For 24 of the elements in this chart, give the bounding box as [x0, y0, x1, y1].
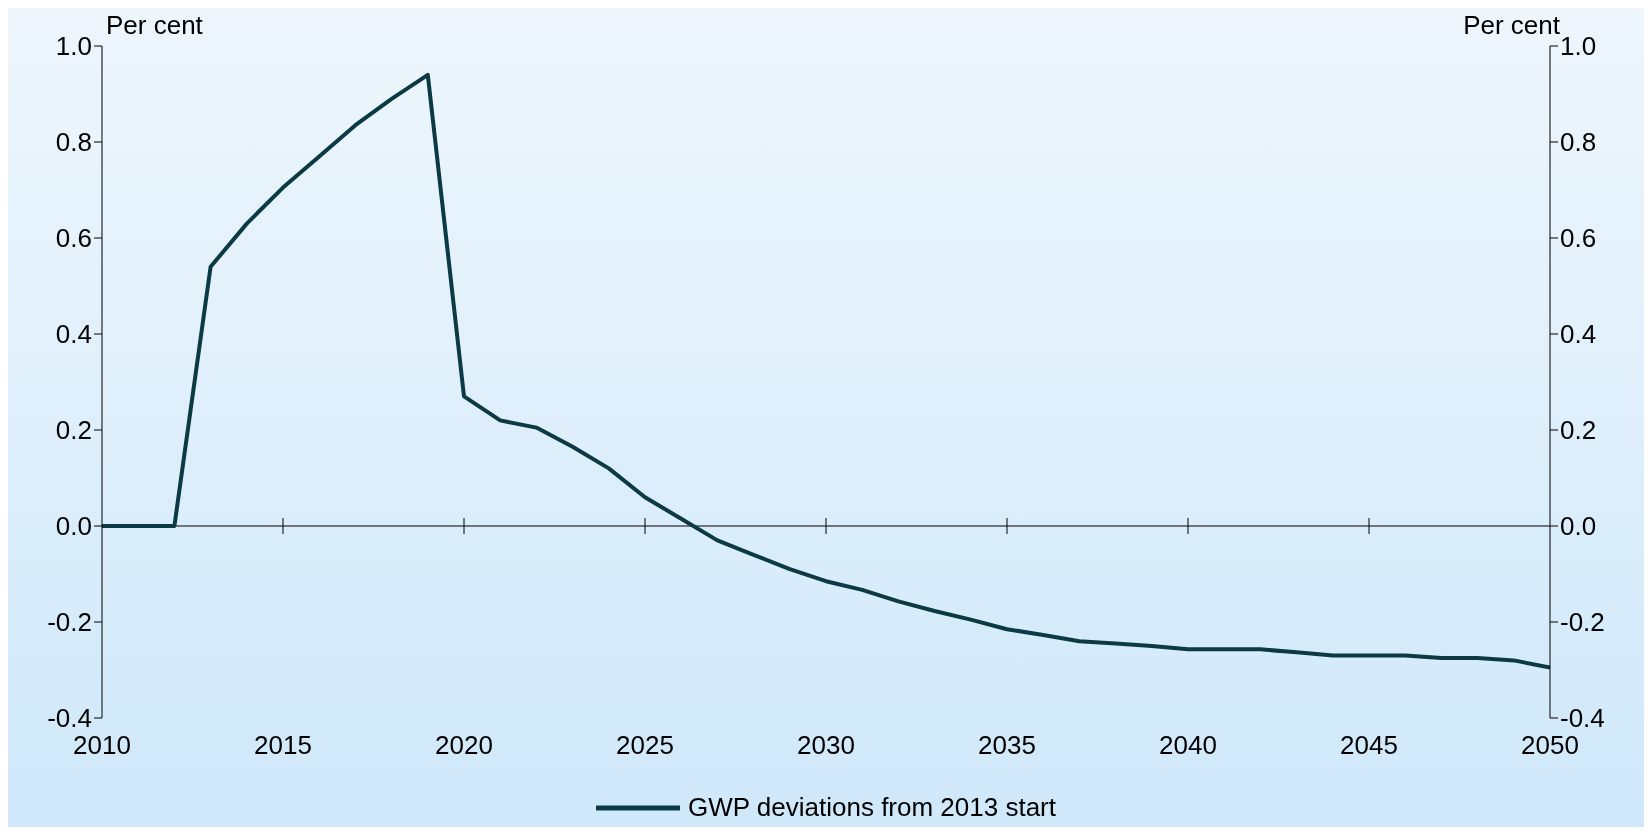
y2-axis-title: Per cent — [1463, 10, 1560, 41]
y-tick-label: 0.8 — [55, 127, 92, 158]
x-tick-label: 2045 — [1340, 730, 1398, 761]
legend-label: GWP deviations from 2013 start — [687, 792, 1056, 823]
x-tick-label: 2040 — [1159, 730, 1217, 761]
y2-tick-label: 0.0 — [1560, 511, 1597, 542]
y-tick-label: 0.2 — [55, 415, 92, 446]
y-tick-label: 0.0 — [55, 511, 92, 542]
x-tick-label: 2035 — [978, 730, 1036, 761]
x-tick-label: 2020 — [435, 730, 493, 761]
y-axis-title: Per cent — [106, 10, 203, 41]
y2-tick-label: 0.2 — [1560, 415, 1597, 446]
y2-tick-label: 1.0 — [1560, 31, 1597, 62]
x-tick-label: 2030 — [797, 730, 855, 761]
y-tick-label: 0.4 — [55, 319, 92, 350]
y-tick-label: 1.0 — [55, 31, 92, 62]
y2-tick-label: 0.6 — [1560, 223, 1597, 254]
y2-tick-label: -0.2 — [1560, 607, 1605, 638]
y-tick-label: -0.2 — [47, 607, 92, 638]
y2-tick-label: 0.4 — [1560, 319, 1597, 350]
x-tick-label: 2015 — [254, 730, 312, 761]
x-tick-label: 2025 — [616, 730, 674, 761]
y2-tick-label: 0.8 — [1560, 127, 1597, 158]
y-tick-label: 0.6 — [55, 223, 92, 254]
